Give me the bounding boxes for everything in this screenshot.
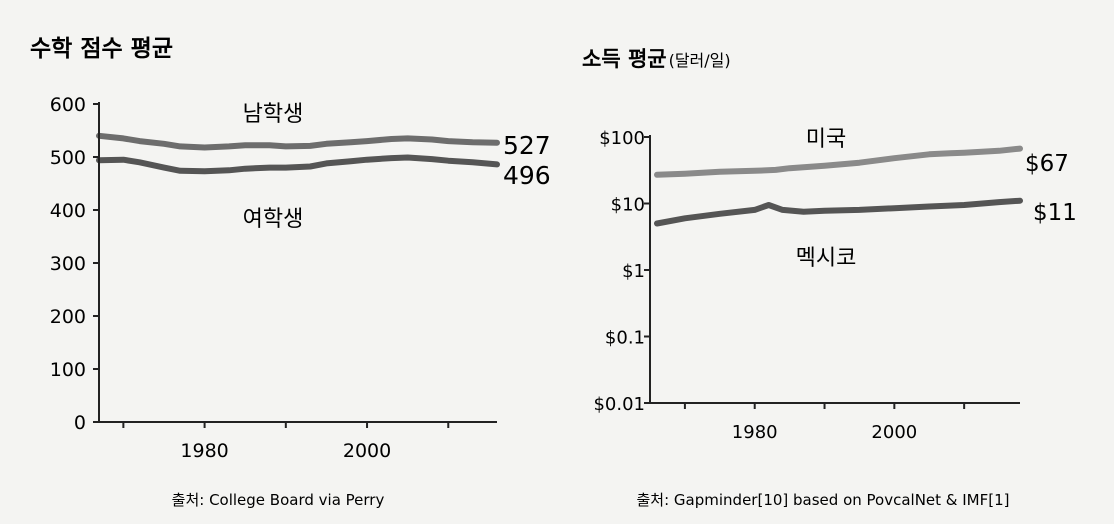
series-name-label: 여학생 [243,207,304,232]
series-end-label: 527 [503,131,551,160]
series-end-label: $11 [1033,200,1077,226]
series-name-label: 남학생 [243,102,304,127]
y-tick-label: 400 [50,200,86,222]
math-score-chart: 수학 점수 평균 0 100 200 300 400 500 600 1980 2000 남학생… [30,36,551,509]
y-tick-label: 600 [50,94,86,116]
y-tick-label: $10 [611,195,645,216]
series-line-1 [654,197,1023,227]
y-tick-label: $0.1 [605,328,645,349]
source-note: 출처: College Board via Perry [172,491,385,509]
axes: $0.01 $0.1 $1 $10 $100 1980 2000 [593,128,1020,443]
y-tick-label: 100 [50,359,86,381]
y-tick-label: 200 [50,306,86,328]
x-tick-label: 1980 [180,440,228,462]
y-tick-label: 500 [50,147,86,169]
y-tick-label: $0.01 [593,394,645,415]
x-tick-label: 2000 [343,440,391,462]
series-lines [96,132,500,175]
x-tick-label: 2000 [871,422,917,443]
chart-title: 소득 평균 (달러/일) [582,47,731,71]
x-tick-label: 1980 [732,422,778,443]
series-lines [654,145,1023,227]
title-unit: (달러/일) [669,51,731,70]
series-line-0 [654,145,1023,178]
income-chart: 소득 평균 (달러/일) $0.01 $0.1 $1 $10 $100 1980 2000 미… [582,47,1077,509]
series-end-label: $67 [1025,151,1069,177]
series-labels: 남학생 527 여학생 496 [243,102,551,232]
series-line-0 [96,132,500,151]
y-tick-label: $1 [622,261,645,282]
series-line-1 [96,154,500,175]
y-tick-label: 0 [74,412,86,434]
series-name-label: 미국 [806,127,846,152]
series-labels: 미국 $67 멕시코 $11 [796,127,1077,271]
chart-title: 수학 점수 평균 [30,36,173,62]
y-tick-label: $100 [599,128,645,149]
y-tick-label: 300 [50,253,86,275]
axes: 0 100 200 300 400 500 600 1980 2000 [50,94,497,462]
series-name-label: 멕시코 [796,246,857,271]
source-note: 출처: Gapminder[10] based on PovcalNet & I… [637,491,1010,509]
title-main: 소득 평균 [582,47,667,71]
series-end-label: 496 [503,161,551,190]
